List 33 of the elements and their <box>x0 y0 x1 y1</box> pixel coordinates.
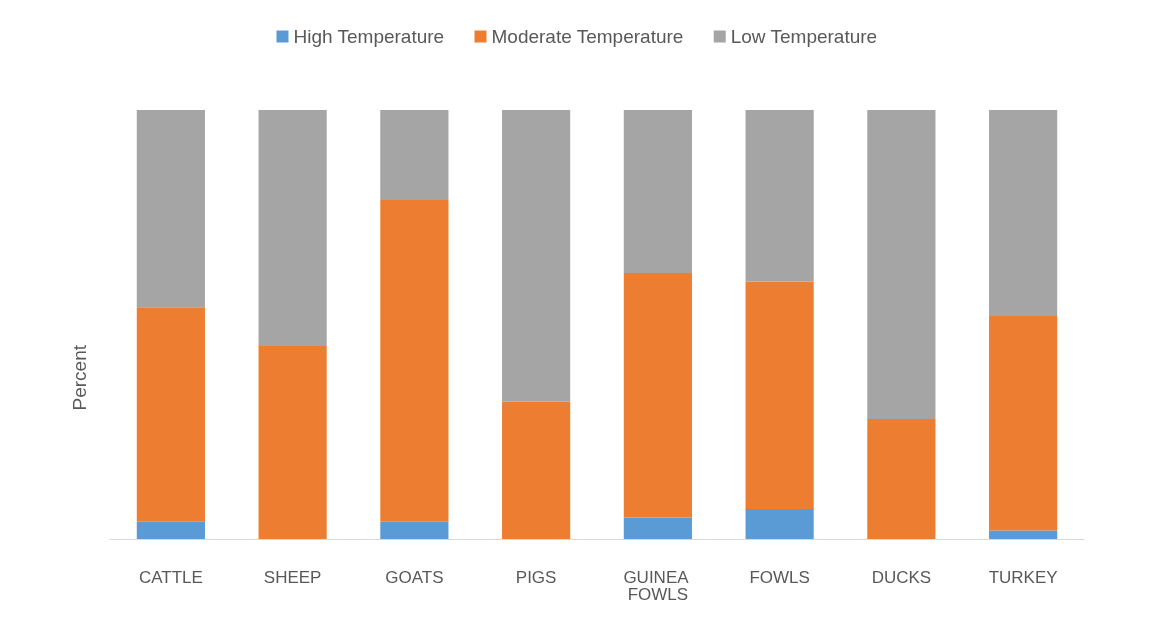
bar <box>502 110 571 402</box>
x-tick-label: FOWLS <box>749 568 810 587</box>
x-tick-label: PIGS <box>515 568 557 587</box>
x-tick-label: CATTLE <box>138 568 203 587</box>
bar <box>380 110 449 201</box>
bar <box>623 517 692 539</box>
bar <box>989 110 1058 316</box>
bar <box>867 110 936 419</box>
bar <box>136 110 205 308</box>
x-tick-label: GUINEA FOWLS <box>623 568 693 604</box>
x-tick-label: TURKEY <box>988 568 1058 587</box>
bar <box>136 307 205 522</box>
x-tick-label: DUCKS <box>871 568 932 587</box>
bar <box>380 521 449 539</box>
legend-label: Low Temperature <box>730 26 878 47</box>
bar <box>258 110 327 346</box>
bar <box>623 110 692 274</box>
legend-label: Moderate Temperature <box>491 26 684 47</box>
bar <box>745 110 814 282</box>
bar <box>989 530 1058 539</box>
bar <box>502 401 571 539</box>
bar <box>745 508 814 539</box>
bar <box>623 273 692 518</box>
legend-label: High Temperature <box>293 26 445 47</box>
bar <box>380 200 449 522</box>
x-tick-label: GOATS <box>385 568 444 587</box>
bar <box>989 315 1058 531</box>
bar <box>867 418 936 539</box>
bar <box>745 281 814 509</box>
y-axis-title: Percent <box>69 344 90 411</box>
bar <box>136 521 205 539</box>
x-tick-label: SHEEP <box>263 568 322 587</box>
bar <box>258 345 327 539</box>
